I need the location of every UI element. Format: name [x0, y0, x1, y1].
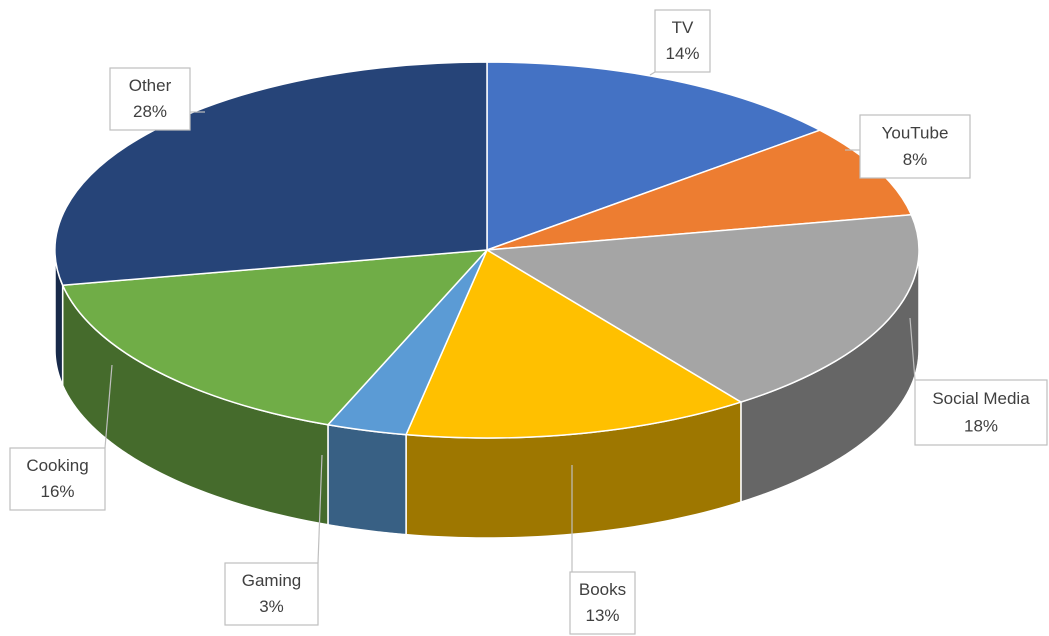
value-label: 28%: [133, 102, 167, 121]
leader-line: [909, 317, 916, 381]
category-label: TV: [672, 18, 694, 37]
pie-slice: [486, 61, 822, 252]
label-box: [859, 114, 971, 179]
leader-line: [317, 454, 323, 564]
category-label: Cooking: [26, 456, 88, 475]
value-label: 18%: [964, 416, 998, 435]
label-box: [109, 67, 191, 131]
category-label: Gaming: [242, 571, 302, 590]
category-label: YouTube: [882, 123, 949, 142]
pie-slice: [404, 248, 743, 439]
label-box: [654, 9, 711, 73]
leader-line: [104, 364, 113, 449]
label-box: [569, 571, 636, 635]
pie-slice: [484, 213, 920, 403]
value-label: 13%: [585, 606, 619, 625]
value-label: 8%: [903, 150, 928, 169]
value-label: 3%: [259, 597, 284, 616]
category-label: Social Media: [932, 389, 1030, 408]
category-label: Other: [129, 76, 172, 95]
label-box: [224, 562, 319, 626]
value-label: 16%: [40, 482, 74, 501]
leader-line: [649, 71, 656, 76]
value-label: 14%: [665, 44, 699, 63]
label-box: [914, 379, 1048, 446]
pie-slice: [61, 249, 489, 426]
label-box: [9, 447, 106, 511]
category-label: Books: [579, 580, 626, 599]
pie-side: [327, 423, 407, 536]
